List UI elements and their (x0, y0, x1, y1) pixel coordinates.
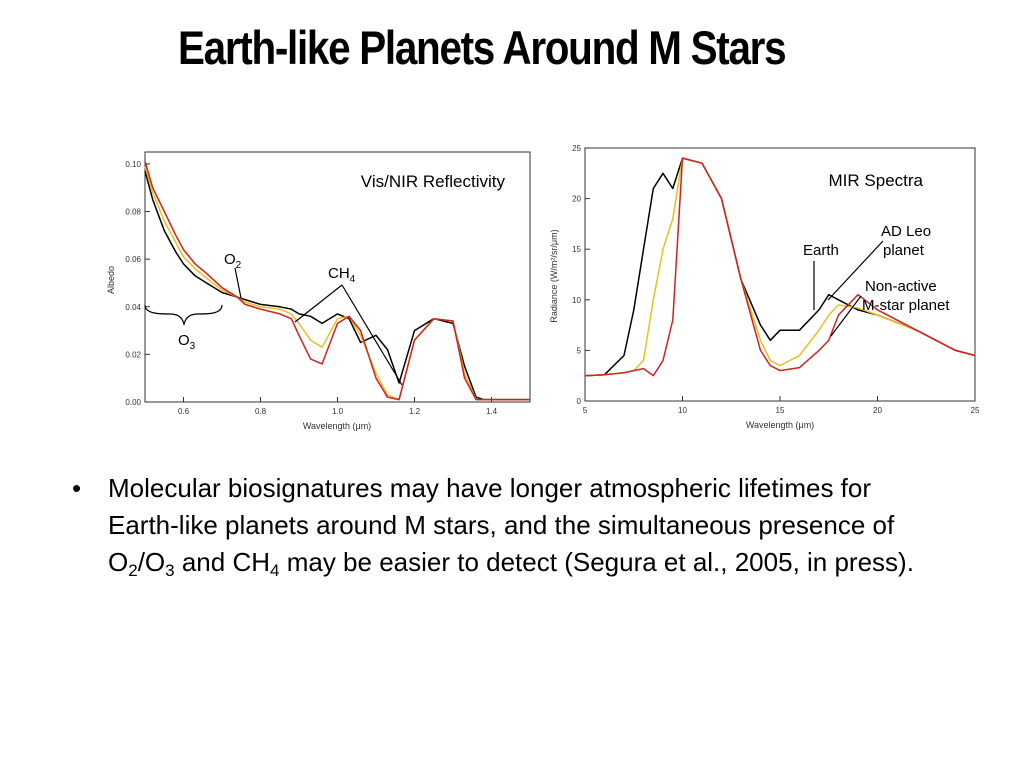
mir-x-tick-label: 5 (583, 406, 588, 415)
vis-ch4-pointer-right (341, 284, 403, 386)
vis-y-tick-label: 0.04 (125, 303, 141, 312)
vis-plot-frame (144, 151, 531, 403)
bullet-text: Molecular biosignatures may have longer … (108, 473, 914, 580)
bullet-marker: • (72, 473, 82, 503)
mir-y-axis-label: Radiance (W/m²/sr/μm) (549, 229, 559, 322)
vis-o2-annotation: O2 (224, 251, 242, 271)
mir-adleo-annotation-line1: AD Leo (881, 223, 931, 240)
mir-y-tick-label: 20 (572, 195, 581, 204)
vis-o2-pointer (234, 267, 242, 299)
vis-o3-annotation: O3 (178, 332, 196, 352)
slide-title: Earth-like Planets Around M Stars (178, 21, 787, 74)
mir-adleo-annotation-line2: planet (883, 242, 925, 259)
vis-x-tick-label: 0.6 (178, 407, 190, 416)
mir-nonactive-annotation-line1: Non-active (865, 278, 937, 295)
mir-x-tick-label: 20 (873, 406, 882, 415)
vis-x-axis-label: Wavelength (μm) (303, 421, 371, 431)
mir-adleo-pointer (827, 240, 884, 301)
mir-nonactive-annotation-line2: M-star planet (862, 297, 950, 314)
vis-x-tick-label: 1.2 (409, 407, 421, 416)
vis-y-tick-label: 0.00 (125, 398, 141, 407)
mir-y-tick-label: 10 (572, 296, 581, 305)
mir-earth-annotation: Earth (803, 242, 839, 259)
vis-ch4-pointer-left (294, 284, 343, 323)
vis-y-tick-label: 0.10 (125, 160, 141, 169)
mir-y-tick-label: 5 (577, 346, 582, 355)
mir-y-tick-label: 25 (572, 144, 581, 153)
mir-series-line-1 (584, 157, 976, 377)
vis-y-tick-label: 0.08 (125, 208, 141, 217)
vis-y-tick-label: 0.06 (125, 255, 141, 264)
vis-y-tick-label: 0.02 (125, 350, 141, 359)
mir-y-tick-label: 15 (572, 245, 581, 254)
mir-x-axis-label: Wavelength (μm) (746, 420, 814, 430)
vis-series-line-2 (144, 161, 530, 401)
vis-nir-chart: 0.00 0.02 0.04 0.06 0.08 0.10 0.6 0.8 1.0 1.2 1.4… (106, 151, 531, 431)
vis-x-tick-label: 0.8 (255, 407, 267, 416)
vis-x-tick-label: 1.0 (332, 407, 344, 416)
vis-y-axis-label: Albedo (106, 266, 116, 294)
vis-ch4-annotation: CH4 (328, 265, 356, 285)
mir-x-tick-label: 25 (971, 406, 980, 415)
mir-series-line-2 (584, 157, 976, 377)
vis-o3-brace (144, 304, 223, 327)
mir-x-tick-label: 10 (678, 406, 687, 415)
mir-nonactive-pointer (830, 295, 862, 337)
vis-chart-title: Vis/NIR Reflectivity (361, 172, 506, 191)
mir-plot-frame (584, 147, 976, 402)
vis-x-tick-label: 1.4 (486, 407, 498, 416)
mir-series-line-0 (584, 157, 976, 377)
mir-y-tick-label: 0 (577, 397, 582, 406)
mir-chart-title: MIR Spectra (829, 171, 924, 190)
mir-x-tick-label: 15 (776, 406, 785, 415)
